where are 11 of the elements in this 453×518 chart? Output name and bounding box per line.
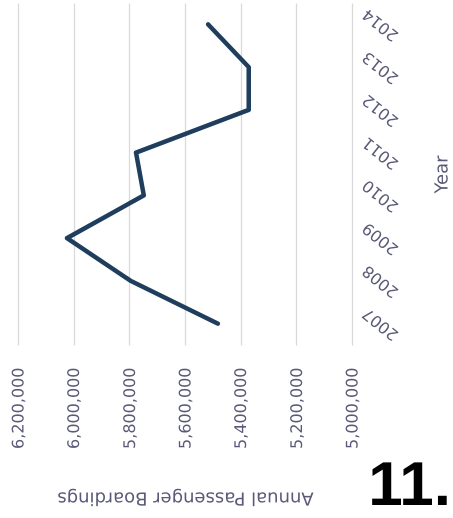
- x-axis-title: Annual Passenger Boardings: [57, 488, 314, 508]
- text: 11.: [368, 450, 451, 518]
- x-tick-label: 5,600,000: [176, 368, 194, 449]
- x-tick-label: 5,200,000: [286, 368, 306, 449]
- x-tick-label: 6,000,000: [64, 368, 84, 449]
- x-tick-label: 5,800,000: [120, 368, 139, 449]
- x-tick-label: 5,000,000: [342, 368, 362, 449]
- x-tick-label: 6,200,000: [8, 368, 28, 449]
- x-tick-label: 5,400,000: [231, 368, 250, 449]
- line-series: [64, 22, 251, 326]
- y-axis-title: Year: [432, 154, 452, 195]
